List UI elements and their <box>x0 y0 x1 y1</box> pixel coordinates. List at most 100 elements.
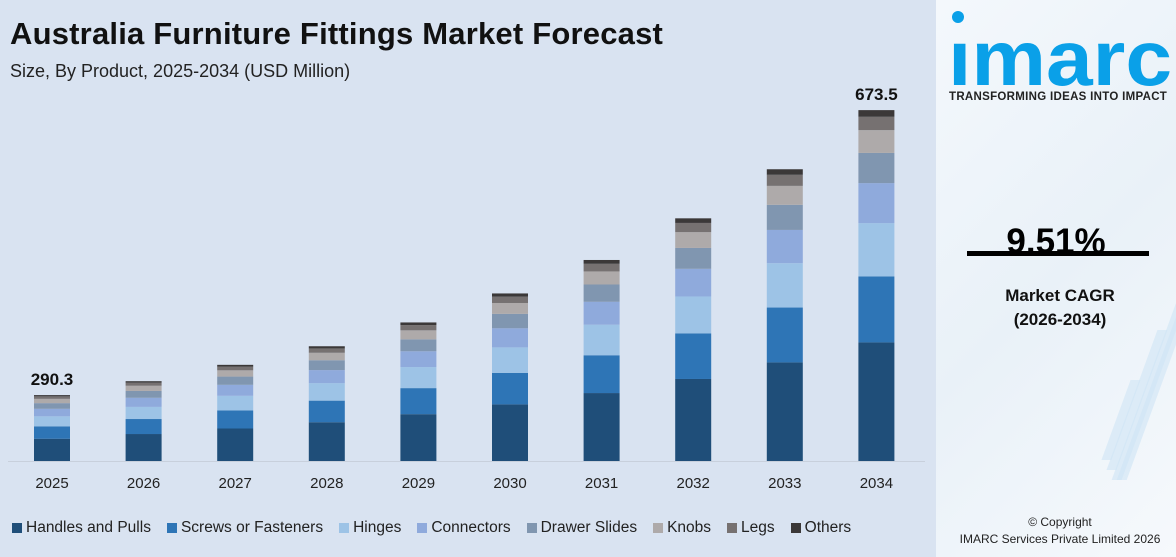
legend-swatch <box>727 523 738 533</box>
svg-text:ımarc: ımarc <box>948 14 1172 90</box>
x-tick-label: 2026 <box>127 475 160 492</box>
bar-segment-others-2027 <box>217 364 254 367</box>
legend-item: Hinges <box>339 519 401 537</box>
bar-segment-screws-or-fasteners-2032 <box>675 333 712 379</box>
data-label: 673.5 <box>855 85 898 104</box>
legend-swatch <box>653 523 664 533</box>
legend-label: Connectors <box>431 519 511 536</box>
bar-segment-hinges-2025 <box>34 416 70 427</box>
bar-segment-drawer-slides-2026 <box>125 390 162 398</box>
chart-subtitle: Size, By Product, 2025-2034 (USD Million… <box>10 61 351 81</box>
bar-segment-others-2028 <box>308 346 345 349</box>
bar-segment-connectors-2032 <box>675 268 712 297</box>
bar-segment-legs-2025 <box>34 396 70 399</box>
chart-panel: Australia Furniture Fittings Market Fore… <box>8 16 925 537</box>
legend-item: Connectors <box>417 519 511 537</box>
bar-segment-handles-and-pulls-2026 <box>125 434 162 461</box>
bar-segment-drawer-slides-2034 <box>858 152 895 184</box>
bar-segment-connectors-2033 <box>766 229 803 264</box>
bar-segment-drawer-slides-2031 <box>583 284 620 302</box>
imarc-logo: ımarc <box>948 11 1172 90</box>
bar-segment-connectors-2027 <box>217 384 254 396</box>
legend-swatch <box>166 523 177 533</box>
bar-segment-hinges-2034 <box>858 223 895 277</box>
bar-segment-others-2030 <box>492 293 528 297</box>
legend-label: Legs <box>741 519 775 536</box>
bar-segment-others-2034 <box>858 110 895 117</box>
data-label: 290.3 <box>31 370 74 389</box>
bar-segment-knobs-2028 <box>308 352 345 361</box>
bar-segment-drawer-slides-2029 <box>400 339 437 352</box>
bar-segment-screws-or-fasteners-2028 <box>308 400 345 423</box>
bar-segment-connectors-2031 <box>583 301 620 325</box>
bar-segment-legs-2031 <box>583 263 620 272</box>
bar-segment-drawer-slides-2033 <box>766 204 803 230</box>
bar-segment-screws-or-fasteners-2033 <box>766 307 803 363</box>
legend-label: Others <box>804 519 852 536</box>
legend-item: Handles and Pulls <box>12 519 151 537</box>
bar-segment-handles-and-pulls-2027 <box>217 428 254 461</box>
bar-segment-handles-and-pulls-2033 <box>766 362 803 461</box>
bar-segment-screws-or-fasteners-2029 <box>400 388 437 415</box>
bar-segment-handles-and-pulls-2031 <box>583 393 620 461</box>
bar-segment-handles-and-pulls-2032 <box>675 378 712 461</box>
copyright-line1: © Copyright <box>1028 515 1092 529</box>
bar-segment-knobs-2027 <box>217 370 254 377</box>
bar-segment-handles-and-pulls-2028 <box>308 422 345 461</box>
bar-segment-legs-2028 <box>308 348 345 353</box>
bar-segment-knobs-2026 <box>125 385 162 391</box>
legend-swatch <box>417 523 428 533</box>
x-tick-label: 2030 <box>493 475 526 492</box>
bar-segment-knobs-2034 <box>858 130 895 153</box>
bar-segment-knobs-2031 <box>583 271 620 285</box>
legend-label: Handles and Pulls <box>26 519 151 536</box>
bar-segment-connectors-2030 <box>492 328 528 348</box>
bar-segment-hinges-2030 <box>492 347 528 373</box>
cagr-label-text: Market CAGR <box>1005 286 1115 305</box>
bar-segment-drawer-slides-2028 <box>308 360 345 371</box>
bar-segment-screws-or-fasteners-2034 <box>858 276 895 343</box>
bar-segment-handles-and-pulls-2029 <box>400 414 437 461</box>
bar-segment-connectors-2029 <box>400 351 437 368</box>
bar-segment-hinges-2027 <box>217 395 254 411</box>
copyright-line2: IMARC Services Private Limited 2026 <box>959 532 1161 546</box>
bar-segment-drawer-slides-2025 <box>34 403 70 409</box>
bar-segment-hinges-2028 <box>308 383 345 401</box>
bar-segment-legs-2026 <box>125 382 162 386</box>
bar-segment-knobs-2029 <box>400 330 437 340</box>
x-tick-label: 2034 <box>860 475 893 492</box>
legend-swatch <box>526 523 537 533</box>
legend-item: Screws or Fasteners <box>166 519 323 537</box>
bar-segment-screws-or-fasteners-2027 <box>217 410 254 429</box>
legend: Handles and Pulls Screws or Fasteners Hing… <box>12 519 851 537</box>
bar-segment-handles-and-pulls-2030 <box>492 404 528 461</box>
legend-label: Hinges <box>353 519 402 536</box>
stacked-bar-chart: 2025 290.3 2026 2027 2028 2029 2030 2031 2032 203… <box>8 85 925 492</box>
brand-tagline: TRANSFORMING IDEAS INTO IMPACT <box>949 91 1168 103</box>
legend-swatch <box>339 523 350 533</box>
x-tick-label: 2032 <box>677 475 710 492</box>
bar-segment-handles-and-pulls-2025 <box>34 438 70 461</box>
bar-segment-legs-2034 <box>858 116 895 131</box>
legend-item: Drawer Slides <box>526 519 637 537</box>
bar-segment-drawer-slides-2032 <box>675 247 712 269</box>
x-tick-label: 2031 <box>585 475 618 492</box>
cagr-divider <box>967 251 1149 256</box>
bar-segment-legs-2029 <box>400 325 437 331</box>
bar-segment-screws-or-fasteners-2031 <box>583 355 620 394</box>
bar-segment-hinges-2029 <box>400 367 437 389</box>
legend-item: Knobs <box>653 519 711 537</box>
bar-segment-drawer-slides-2030 <box>492 313 528 329</box>
bar-segment-others-2033 <box>766 169 803 175</box>
cagr-label: Market CAGR (2026-2034) <box>936 284 1176 332</box>
bar-segment-others-2029 <box>400 322 437 326</box>
bar-segment-others-2026 <box>125 381 162 383</box>
bar-segment-legs-2030 <box>492 296 528 303</box>
bar-segment-hinges-2033 <box>766 263 803 308</box>
bar-segment-screws-or-fasteners-2025 <box>34 426 70 439</box>
bar-segment-others-2032 <box>675 218 712 223</box>
x-tick-label: 2025 <box>35 475 68 492</box>
x-tick-label: 2027 <box>219 475 252 492</box>
bar-segment-legs-2027 <box>217 366 254 371</box>
bar-segment-connectors-2026 <box>125 397 162 407</box>
